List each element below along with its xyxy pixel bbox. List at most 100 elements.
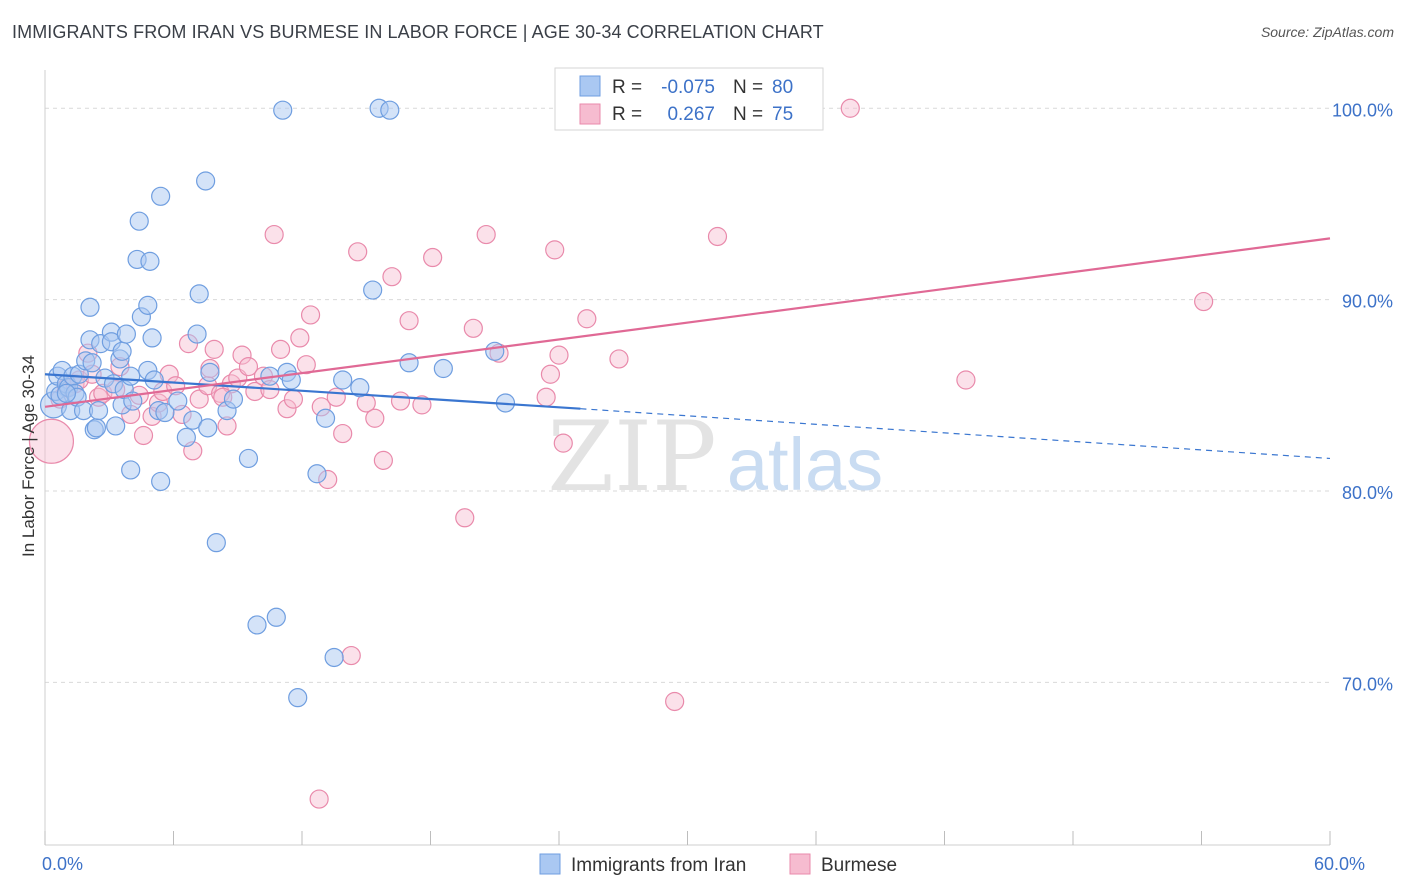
iran-point: [129, 211, 149, 231]
legend-n-value-burmese: 75: [772, 104, 793, 125]
burmese-point: [133, 425, 154, 446]
iran-point: [200, 362, 220, 382]
chart-title: IMMIGRANTS FROM IRAN VS BURMESE IN LABOR…: [12, 22, 824, 42]
burmese-point: [707, 226, 728, 247]
iran-point: [238, 448, 259, 469]
iran-point: [485, 341, 505, 361]
iran-point: [189, 284, 209, 304]
iran-point: [266, 607, 286, 627]
burmese-point: [341, 645, 361, 666]
burmese-point: [476, 224, 496, 245]
burmese-point: [326, 387, 346, 407]
iran-point: [140, 251, 160, 271]
iran-point: [350, 378, 370, 398]
iran-point: [307, 464, 327, 484]
burmese-point: [365, 408, 385, 428]
iran-point: [399, 353, 419, 373]
bottom-legend-label-burmese: Burmese: [821, 855, 897, 876]
y-axis-label: In Labor Force | Age 30-34: [19, 355, 38, 557]
iran-point: [121, 366, 141, 386]
iran-point: [56, 383, 77, 403]
burmese-point: [270, 339, 291, 359]
legend-r-label-burmese: R =: [612, 104, 642, 125]
burmese-trend-line: [44, 237, 1331, 408]
iran-point: [80, 297, 100, 317]
iran-point: [206, 533, 226, 553]
burmese-point: [390, 391, 411, 411]
watermark-zip: ZIP: [547, 401, 716, 513]
iran-point: [88, 401, 109, 421]
burmese-point: [264, 224, 284, 245]
x-tick-label: 60.0%: [1314, 854, 1365, 874]
burmese-point: [277, 399, 297, 419]
burmese-point: [28, 418, 75, 464]
legend-swatch-iran: [579, 75, 601, 97]
iran-point: [333, 370, 353, 390]
iran-point: [121, 460, 141, 480]
legend-r-value-burmese: 0.267: [667, 104, 715, 125]
burmese-point: [840, 98, 860, 118]
burmese-point: [423, 247, 443, 268]
iran-point: [198, 418, 218, 438]
burmese-point: [549, 345, 569, 365]
axes: [44, 70, 1331, 846]
burmese-point: [204, 339, 224, 359]
iran-point: [315, 408, 336, 428]
iran-point: [380, 100, 400, 120]
burmese-point: [412, 395, 432, 415]
legend-r-label-iran: R =: [612, 77, 642, 98]
stats-legend: R = -0.075 N = 80 R = 0.267 N = 75: [554, 67, 824, 131]
burmese-point: [189, 389, 209, 409]
iran-point: [183, 410, 203, 430]
iran-point: [116, 324, 136, 344]
burmese-point: [536, 387, 556, 407]
iran-point: [142, 328, 162, 348]
burmese-point: [290, 328, 310, 348]
x-tick-labels: 0.0% 60.0%: [42, 854, 1365, 874]
bottom-legend-swatch-iran: [539, 853, 561, 875]
y-tick-labels: 100.0% 90.0% 80.0% 70.0%: [1332, 100, 1393, 694]
legend-n-label-iran: N =: [733, 77, 763, 98]
iran-point: [247, 615, 267, 635]
y-tick-label: 100.0%: [1332, 100, 1393, 120]
legend-n-label-burmese: N =: [733, 104, 763, 125]
iran-point: [168, 391, 188, 411]
iran-point: [363, 280, 383, 300]
iran-point: [273, 100, 293, 120]
source-label: Source: ZipAtlas.com: [1260, 24, 1394, 40]
iran-point: [151, 471, 171, 492]
iran-point: [151, 186, 171, 206]
burmese-point: [373, 450, 393, 470]
burmese-point: [545, 240, 565, 260]
iran-point: [187, 324, 207, 344]
burmese-point: [1194, 291, 1214, 312]
iran-trend-line-extension: [580, 408, 1331, 460]
y-tick-label: 70.0%: [1342, 674, 1393, 694]
trend-lines: [44, 237, 1331, 460]
burmese-point: [283, 389, 304, 409]
burmese-point: [553, 433, 573, 453]
iran-point: [138, 295, 158, 315]
iran-point: [223, 389, 244, 409]
iran-point: [86, 418, 107, 438]
burmese-point: [333, 423, 353, 444]
burmese-point: [348, 242, 368, 262]
bottom-legend-swatch-burmese: [789, 853, 811, 875]
watermark-atlas: atlas: [727, 423, 883, 506]
iran-point: [324, 647, 344, 668]
iran-point: [196, 171, 216, 191]
iran-point: [288, 688, 308, 708]
legend-r-value-iran: -0.075: [661, 77, 715, 98]
y-tick-label: 80.0%: [1342, 483, 1393, 503]
burmese-point: [463, 318, 483, 338]
iran-point: [112, 341, 132, 361]
x-tick-label: 0.0%: [42, 854, 83, 874]
burmese-point: [382, 267, 402, 287]
burmese-point: [455, 508, 475, 528]
iran-point: [82, 353, 102, 373]
burmese-point: [577, 309, 597, 329]
burmese-point: [232, 345, 252, 365]
burmese-point: [399, 311, 419, 331]
burmese-point: [296, 355, 316, 375]
